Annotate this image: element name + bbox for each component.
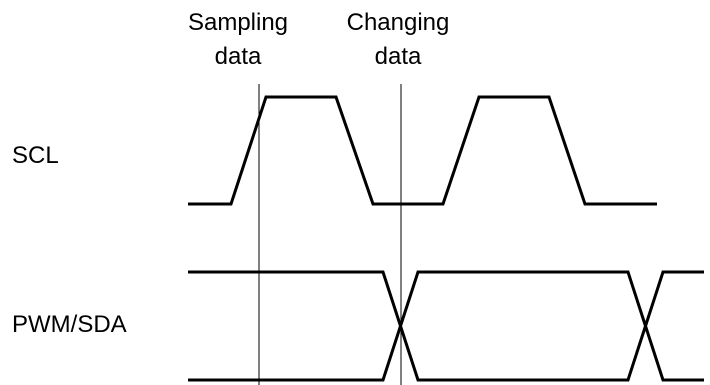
- changing-data-label: Changing data: [347, 9, 450, 70]
- sda-signal-label: PWM/SDA: [12, 311, 127, 338]
- sampling-label-line1: Sampling: [188, 9, 288, 36]
- changing-label-line1: Changing: [347, 9, 450, 36]
- sda-waveform-upper: [188, 270, 704, 382]
- sampling-label-line2: data: [215, 43, 262, 70]
- sampling-data-label: Sampling data: [188, 9, 288, 70]
- sda-waveform-lower: [188, 270, 704, 382]
- scl-waveform: [188, 95, 657, 206]
- changing-label-line2: data: [375, 43, 422, 70]
- scl-signal-label: SCL: [12, 142, 59, 169]
